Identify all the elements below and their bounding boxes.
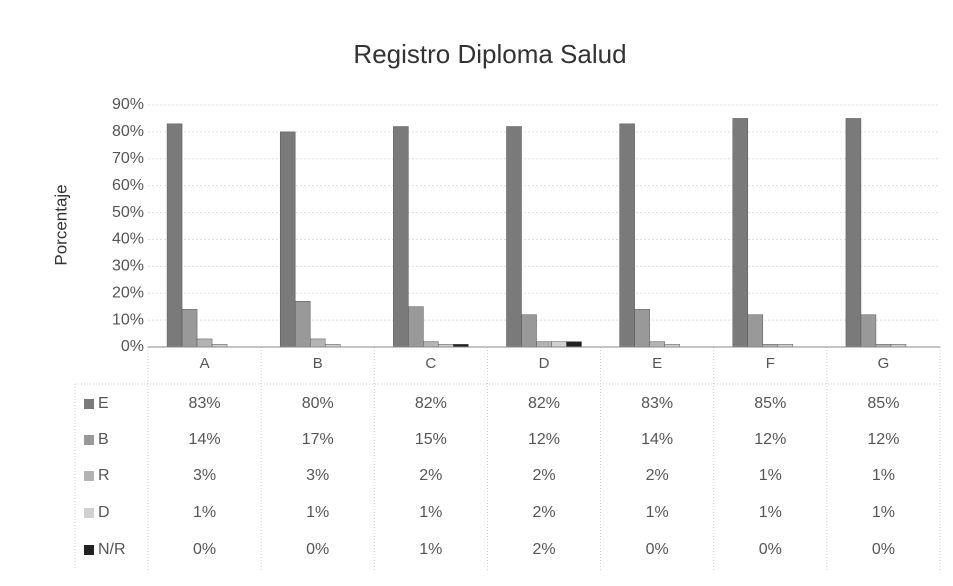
bar xyxy=(393,126,409,348)
table-cell: 1% xyxy=(759,467,782,484)
bar xyxy=(619,123,635,348)
table-cell: 0% xyxy=(193,541,216,558)
bar xyxy=(408,306,424,348)
bar xyxy=(294,301,311,348)
x-tick-label: C xyxy=(425,355,436,372)
legend-label: D xyxy=(98,504,110,521)
legend-label: B xyxy=(98,431,109,448)
table-cell: 0% xyxy=(646,541,669,558)
legend-label: N/R xyxy=(98,541,126,558)
table-cell: 3% xyxy=(306,467,329,484)
x-tick-label: G xyxy=(878,355,890,372)
table-cell: 80% xyxy=(302,395,334,412)
legend-key xyxy=(84,508,94,518)
bar xyxy=(196,338,213,348)
bar xyxy=(845,118,862,348)
legend-key xyxy=(84,471,94,481)
table-cell: 85% xyxy=(754,395,786,412)
table-cell: 1% xyxy=(872,504,895,521)
bar xyxy=(279,131,296,348)
y-tick-label: 10% xyxy=(112,311,144,328)
legend-key xyxy=(84,435,94,445)
legend-key xyxy=(84,545,94,555)
y-tick-label: 50% xyxy=(112,204,144,221)
y-tick-label: 20% xyxy=(112,284,144,301)
x-tick-label: E xyxy=(652,355,662,372)
table-cell: 1% xyxy=(872,467,895,484)
table-cell: 1% xyxy=(419,541,442,558)
table-cell: 17% xyxy=(302,431,334,448)
bar xyxy=(521,314,537,348)
legend-label: R xyxy=(98,467,110,484)
table-cell: 83% xyxy=(641,395,673,412)
x-tick-label: B xyxy=(313,355,323,372)
table-cell: 83% xyxy=(189,395,221,412)
y-tick-label: 0% xyxy=(121,338,144,355)
bar xyxy=(649,341,665,348)
bar xyxy=(634,309,650,348)
y-axis-label: Porcentaje xyxy=(51,184,70,265)
table-cell: 1% xyxy=(306,504,329,521)
y-tick-label: 60% xyxy=(112,177,144,194)
table-cell: 2% xyxy=(532,504,555,521)
chart-title: Registro Diploma Salud xyxy=(353,39,626,69)
x-tick-label: F xyxy=(766,355,775,372)
table-cell: 12% xyxy=(754,431,786,448)
bar xyxy=(747,314,764,348)
table-cell: 12% xyxy=(867,431,899,448)
table-cell: 85% xyxy=(867,395,899,412)
y-tick-label: 40% xyxy=(112,231,144,248)
table-cell: 1% xyxy=(759,504,782,521)
y-tick-label: 80% xyxy=(112,123,144,140)
table-cell: 1% xyxy=(646,504,669,521)
y-tick-label: 70% xyxy=(112,150,144,167)
table-cell: 0% xyxy=(872,541,895,558)
bar xyxy=(506,126,522,348)
bar xyxy=(166,123,183,348)
bar xyxy=(551,341,567,348)
x-tick-label: A xyxy=(200,355,210,372)
y-tick-label: 30% xyxy=(112,258,144,275)
legend-label: E xyxy=(98,395,109,412)
bar xyxy=(536,341,552,348)
table-cell: 82% xyxy=(415,395,447,412)
table-cell: 2% xyxy=(532,467,555,484)
table-cell: 2% xyxy=(419,467,442,484)
legend-key xyxy=(84,399,94,409)
y-tick-label: 90% xyxy=(112,96,144,113)
bar xyxy=(309,338,326,348)
table-cell: 2% xyxy=(532,541,555,558)
table-cell: 2% xyxy=(646,467,669,484)
bar xyxy=(566,341,582,348)
table-cell: 82% xyxy=(528,395,560,412)
table-cell: 3% xyxy=(193,467,216,484)
table-cell: 0% xyxy=(759,541,782,558)
bar xyxy=(732,118,749,348)
table-cell: 1% xyxy=(193,504,216,521)
table-cell: 1% xyxy=(419,504,442,521)
bar xyxy=(181,309,198,348)
table-cell: 12% xyxy=(528,431,560,448)
x-tick-label: D xyxy=(539,355,550,372)
bar xyxy=(860,314,877,348)
table-cell: 15% xyxy=(415,431,447,448)
table-cell: 14% xyxy=(189,431,221,448)
table-cell: 14% xyxy=(641,431,673,448)
bar xyxy=(423,341,439,348)
table-cell: 0% xyxy=(306,541,329,558)
